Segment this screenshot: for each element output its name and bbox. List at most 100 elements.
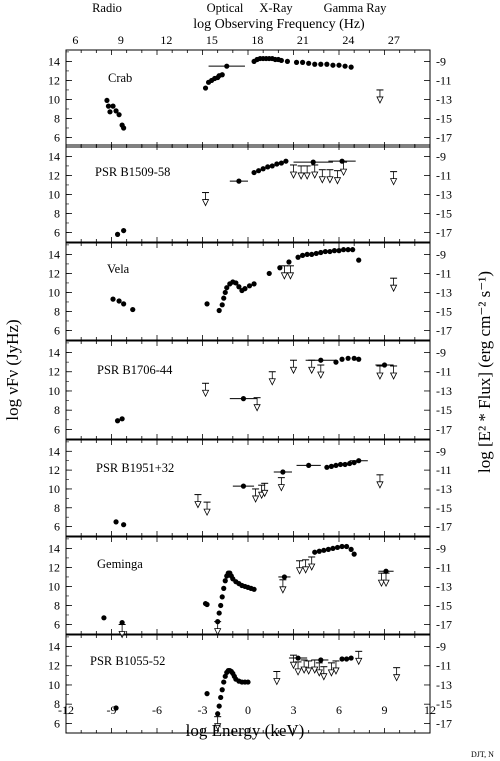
panel-frame bbox=[65, 439, 431, 537]
data-point bbox=[114, 231, 121, 237]
upper-limit-arrow bbox=[118, 631, 126, 639]
left-tick-label: 6 bbox=[54, 716, 60, 730]
right-tick-label: -17 bbox=[436, 716, 452, 730]
data-point bbox=[121, 522, 127, 528]
data-point bbox=[318, 657, 324, 663]
upper-limit-arrow bbox=[301, 566, 310, 574]
right-tick-label: -13 bbox=[436, 384, 452, 398]
data-point bbox=[342, 461, 348, 468]
right-tick-label: -15 bbox=[436, 304, 452, 318]
band-gamma-label: Gamma Ray bbox=[324, 1, 388, 15]
data-point bbox=[219, 687, 225, 693]
bottom-axis-tick-labels: -12 -9 -6 -3 0 3 6 9 12 bbox=[58, 703, 436, 717]
upper-limit-arrow bbox=[286, 272, 295, 280]
left-tick-label: 8 bbox=[54, 501, 60, 515]
data-point bbox=[334, 544, 341, 551]
right-tick-label: -13 bbox=[436, 678, 452, 692]
data-point bbox=[324, 464, 330, 470]
data-point bbox=[321, 547, 327, 553]
upper-limit-arrow bbox=[273, 678, 281, 686]
upper-limit-arrow bbox=[194, 501, 202, 509]
data-point bbox=[107, 109, 113, 115]
data-point bbox=[251, 586, 257, 592]
upper-limit-arrow bbox=[253, 404, 261, 412]
panel-frame bbox=[65, 144, 431, 243]
right-axis-label: log [E² * Flux] (erg cm⁻² s⁻¹) bbox=[475, 271, 494, 473]
upper-limit-arrow bbox=[332, 667, 340, 675]
data-point bbox=[216, 307, 222, 314]
data-point bbox=[219, 302, 225, 308]
data-point bbox=[219, 594, 225, 600]
data-point bbox=[236, 284, 242, 290]
left-tick-label: 14 bbox=[48, 346, 60, 360]
data-point bbox=[324, 61, 330, 67]
data-point bbox=[218, 602, 224, 609]
data-point bbox=[313, 250, 319, 257]
data-point bbox=[116, 298, 122, 304]
right-tick-label: -11 bbox=[436, 365, 452, 379]
upper-limit-arrow bbox=[315, 669, 323, 677]
right-tick-label: -13 bbox=[436, 482, 452, 496]
upper-limit-arrow bbox=[317, 371, 325, 379]
right-tick-label: -15 bbox=[436, 598, 452, 612]
upper-limit-arrow bbox=[277, 484, 286, 492]
data-point bbox=[104, 97, 110, 104]
panel-title: Geminga bbox=[97, 557, 143, 571]
data-point bbox=[337, 461, 344, 468]
right-tick-label: -11 bbox=[436, 659, 452, 673]
upper-limit-arrow bbox=[280, 272, 289, 280]
panel-frame bbox=[65, 49, 431, 148]
upper-limit-arrow bbox=[305, 667, 313, 675]
data-point bbox=[295, 254, 301, 260]
left-tick-label: 10 bbox=[48, 482, 60, 496]
upper-limit-arrow bbox=[294, 668, 302, 676]
bottom-tick-label: -9 bbox=[107, 703, 117, 717]
data-point bbox=[233, 280, 239, 286]
data-point bbox=[265, 164, 271, 170]
data-point bbox=[293, 59, 300, 65]
panel-title: Crab bbox=[108, 71, 132, 85]
data-point bbox=[101, 615, 107, 621]
right-tick-label: -9 bbox=[436, 54, 446, 68]
band-radio-label: Radio bbox=[92, 1, 122, 15]
data-point bbox=[306, 462, 312, 469]
upper-limit-arrow bbox=[389, 372, 398, 380]
upper-limit-arrow bbox=[214, 628, 222, 636]
data-point bbox=[342, 63, 348, 69]
right-tick-label: -15 bbox=[436, 697, 452, 711]
data-point bbox=[340, 247, 347, 253]
left-tick-label: 8 bbox=[54, 206, 60, 220]
data-point bbox=[345, 247, 351, 253]
data-point bbox=[312, 61, 318, 67]
upper-limit-arrow bbox=[318, 176, 326, 184]
left-tick-label: 8 bbox=[54, 111, 60, 125]
data-point bbox=[114, 418, 121, 424]
data-point bbox=[356, 356, 362, 362]
data-point bbox=[110, 103, 116, 109]
data-point bbox=[348, 655, 354, 661]
data-point bbox=[283, 158, 289, 164]
data-point bbox=[286, 259, 292, 265]
right-tick-label: -11 bbox=[436, 560, 452, 574]
right-tick-label: -9 bbox=[436, 247, 446, 261]
band-xray-label: X-Ray bbox=[259, 1, 293, 15]
right-tick-label: -9 bbox=[436, 444, 446, 458]
right-tick-label: -9 bbox=[436, 541, 446, 555]
data-point bbox=[260, 166, 266, 172]
data-point bbox=[351, 551, 357, 557]
right-tick-label: -13 bbox=[436, 187, 452, 201]
data-point bbox=[240, 396, 247, 402]
panel-title: PSR B1509-58 bbox=[95, 165, 170, 179]
upper-limit-arrow bbox=[297, 172, 305, 180]
upper-limit-arrow bbox=[376, 96, 384, 104]
data-point bbox=[245, 679, 251, 685]
upper-limit-arrow bbox=[308, 366, 316, 375]
right-tick-label: -15 bbox=[436, 206, 452, 220]
bottom-axis-label: log Energy (keV) bbox=[186, 721, 305, 740]
right-tick-label: -17 bbox=[436, 422, 452, 436]
left-tick-label: 14 bbox=[48, 54, 60, 68]
data-point bbox=[347, 460, 353, 467]
data-point bbox=[318, 357, 324, 363]
upper-limit-arrow bbox=[389, 284, 398, 293]
left-tick-label: 10 bbox=[48, 678, 60, 692]
